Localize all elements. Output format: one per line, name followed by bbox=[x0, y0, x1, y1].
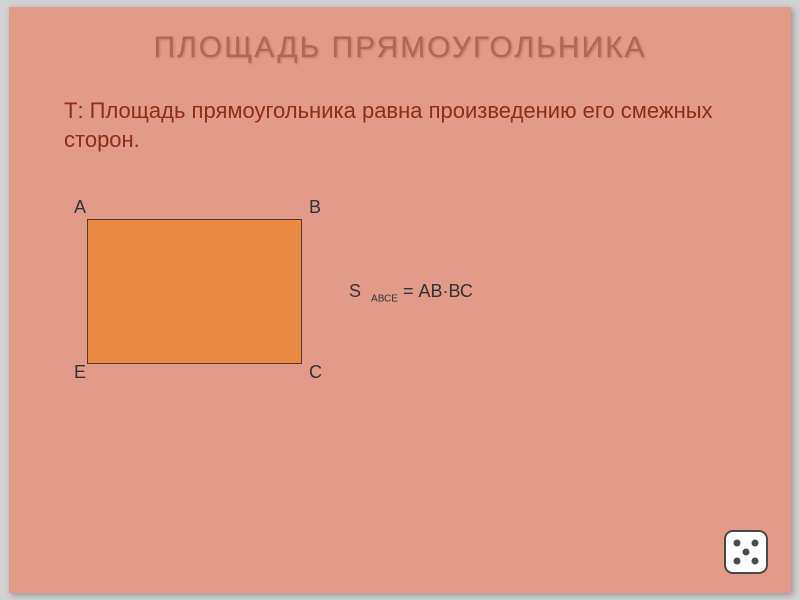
dice-icon[interactable] bbox=[723, 529, 769, 575]
diagram: А В Е С S АВСЕ = АВ·ВС bbox=[69, 197, 669, 397]
vertex-label-b: В bbox=[309, 197, 321, 218]
formula-expression: АВ·ВС bbox=[418, 281, 472, 301]
vertex-label-a: А bbox=[74, 197, 86, 218]
vertex-label-e: Е bbox=[74, 362, 86, 383]
slide: ПЛОЩАДЬ ПРЯМОУГОЛЬНИКА Т: Площадь прямоу… bbox=[9, 7, 791, 593]
formula-s: S bbox=[349, 281, 361, 301]
formula-equals: = bbox=[403, 281, 419, 301]
formula-subscript: АВСЕ bbox=[371, 294, 398, 305]
theorem-text: Т: Площадь прямоугольника равна произвед… bbox=[64, 97, 751, 154]
rectangle-shape bbox=[87, 219, 302, 364]
slide-title: ПЛОЩАДЬ ПРЯМОУГОЛЬНИКА bbox=[9, 7, 791, 65]
vertex-label-c: С bbox=[309, 362, 322, 383]
area-formula: S АВСЕ = АВ·ВС bbox=[349, 281, 473, 305]
